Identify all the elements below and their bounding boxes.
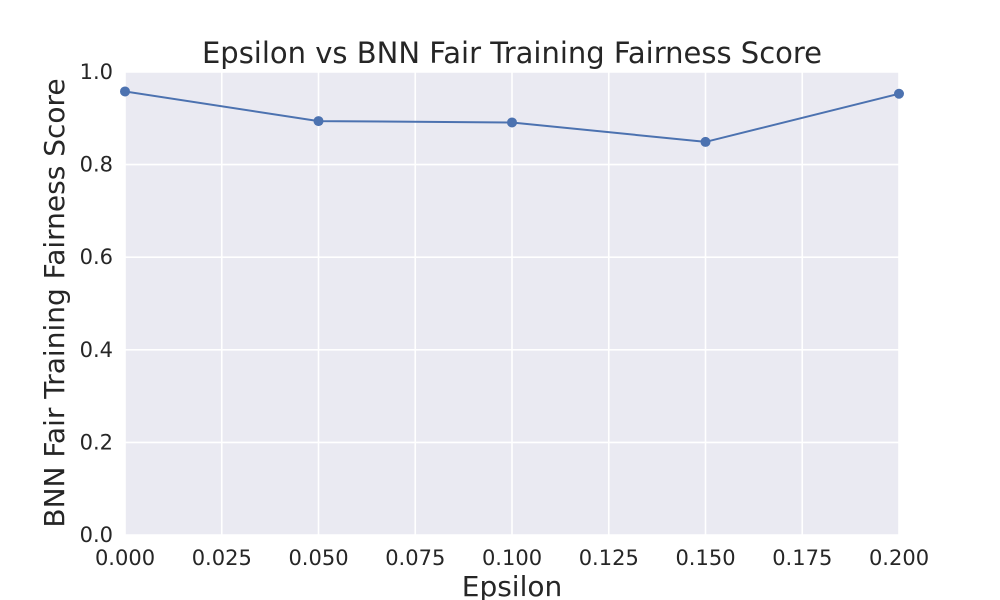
x-tick-label: 0.125 [579,546,639,570]
x-tick-label: 0.075 [385,546,445,570]
series-layer [120,86,904,147]
x-tick-label: 0.175 [772,546,832,570]
y-tick-label: 0.6 [80,245,113,269]
x-tick-label: 0.100 [482,546,542,570]
x-tick-label: 0.025 [192,546,252,570]
data-point [507,117,517,128]
y-tick-label: 0.8 [80,153,113,177]
x-tick-label: 0.150 [675,546,735,570]
y-tick-label: 0.4 [80,338,113,362]
x-tick-label: 0.000 [95,546,155,570]
grid [124,71,900,536]
data-point [313,116,324,127]
y-axis-label: BNN Fair Training Fairness Score [38,78,71,527]
data-point [894,88,904,99]
chart-title: Epsilon vs BNN Fair Training Fairness Sc… [202,36,822,70]
y-tick-label: 0.2 [80,430,113,454]
x-tick-label: 0.050 [288,546,348,570]
tick-layer: 0.000 0.025 0.050 0.075 0.100 0.125 0.150 0.175… [80,60,929,570]
x-tick-label: 0.200 [869,546,929,570]
x-axis-label: Epsilon [462,570,563,600]
y-tick-label: 0.0 [80,523,113,547]
y-tick-label: 1.0 [80,60,113,84]
data-point [120,86,130,97]
data-point [700,136,711,147]
